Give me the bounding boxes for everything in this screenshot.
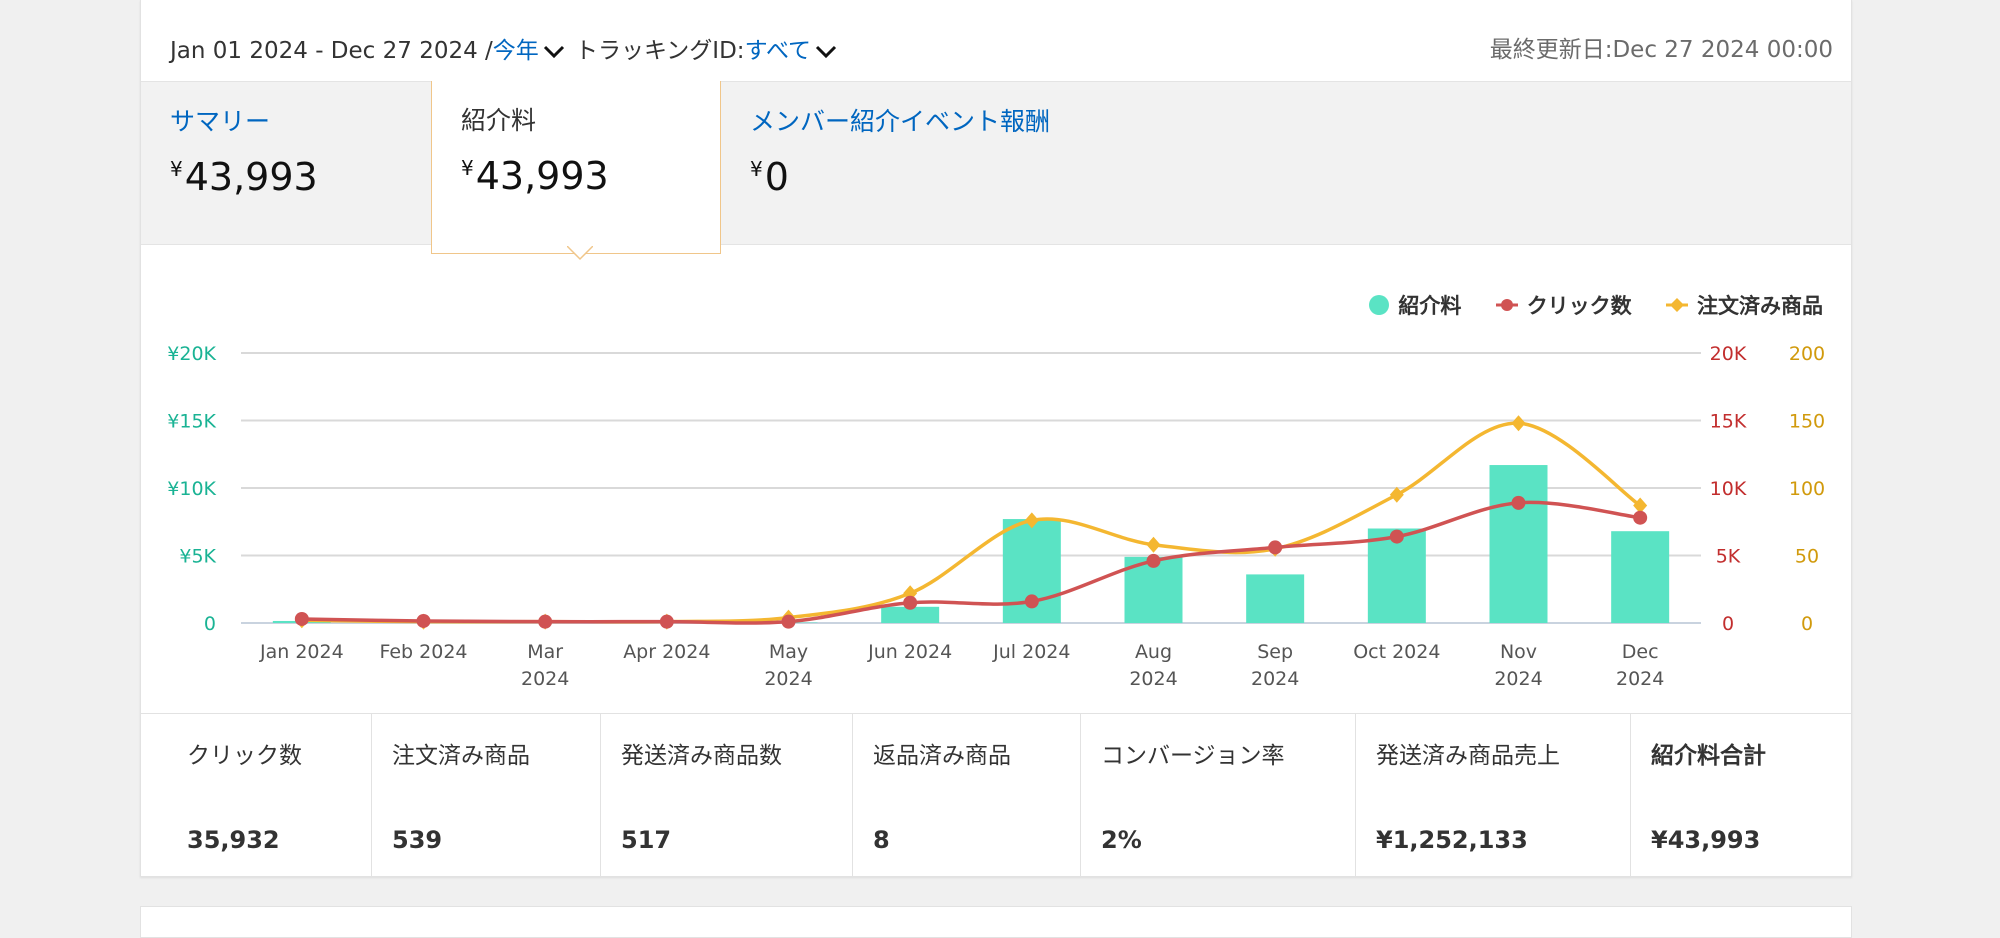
point-ordered bbox=[1390, 487, 1404, 503]
stat-label: 返品済み商品 bbox=[873, 736, 1011, 770]
stat-ordered-items: 注文済み商品 539 bbox=[372, 714, 601, 877]
x-axis-tick-label: Jun 2024 bbox=[867, 641, 952, 663]
x-axis-tick-label: Dec bbox=[1622, 641, 1659, 663]
tracking-id-label: トラッキングID: bbox=[575, 38, 745, 64]
stat-returned-items: 返品済み商品 8 bbox=[853, 714, 1081, 877]
x-axis-tick-label: 2024 bbox=[1129, 668, 1177, 690]
left-axis-tick-label: ¥20K bbox=[167, 343, 216, 365]
chevron-down-icon[interactable] bbox=[543, 45, 565, 59]
x-axis-tick-label: Oct 2024 bbox=[1353, 641, 1440, 663]
point-clicks bbox=[417, 614, 431, 628]
series-line-ordered bbox=[302, 423, 1640, 622]
stat-label: コンバージョン率 bbox=[1101, 736, 1285, 770]
bar-referral-fee bbox=[1611, 531, 1669, 623]
mid-axis-tick-label: 10K bbox=[1710, 478, 1747, 500]
mid-axis-tick-label: 20K bbox=[1710, 343, 1747, 365]
x-axis-tick-label: 2024 bbox=[1494, 668, 1542, 690]
point-ordered bbox=[1147, 537, 1161, 553]
tab-referral-fees-value: ¥43,993 bbox=[461, 154, 609, 198]
date-range-text: Jan 01 2024 - Dec 27 2024 / bbox=[170, 38, 493, 64]
stat-shipped-revenue: 発送済み商品売上 ¥1,252,133 bbox=[1356, 714, 1631, 877]
stat-label: 発送済み商品数 bbox=[621, 736, 782, 770]
point-clicks bbox=[1390, 530, 1404, 544]
tab-bounty-events-title[interactable]: メンバー紹介イベント報酬 bbox=[750, 102, 1050, 138]
tab-referral-fees-title: 紹介料 bbox=[461, 101, 536, 137]
stat-conversion-rate: コンバージョン率 2% bbox=[1081, 714, 1356, 877]
x-axis-tick-label: Jul 2024 bbox=[992, 641, 1070, 663]
tab-summary[interactable]: サマリー ¥43,993 bbox=[141, 82, 431, 244]
point-clicks bbox=[903, 596, 917, 610]
point-clicks bbox=[538, 615, 552, 629]
mid-axis-tick-label: 0 bbox=[1722, 613, 1734, 635]
mid-axis-tick-label: 5K bbox=[1716, 546, 1741, 568]
summary-tabs: サマリー ¥43,993 紹介料 ¥43,993 メンバー紹介イベント報酬 ¥0 bbox=[141, 81, 1851, 245]
stat-value: ¥1,252,133 bbox=[1376, 826, 1528, 854]
left-axis-tick-label: ¥10K bbox=[167, 478, 216, 500]
tracking-id-selector[interactable]: トラッキングID:すべて bbox=[575, 31, 837, 65]
x-axis-tick-label: May bbox=[769, 641, 808, 663]
point-clicks bbox=[1633, 511, 1647, 525]
bar-referral-fee bbox=[1246, 574, 1304, 623]
point-clicks bbox=[660, 615, 674, 629]
x-axis-tick-label: Feb 2024 bbox=[379, 641, 467, 663]
left-axis-tick-label: ¥5K bbox=[179, 546, 216, 568]
tab-referral-fees[interactable]: 紹介料 ¥43,993 bbox=[431, 81, 721, 254]
point-clicks bbox=[782, 615, 796, 629]
left-axis-tick-label: 0 bbox=[204, 613, 216, 635]
mid-axis-tick-label: 15K bbox=[1710, 411, 1747, 433]
right-axis-tick-label: 50 bbox=[1795, 546, 1819, 568]
tab-summary-value: ¥43,993 bbox=[170, 155, 318, 199]
bar-referral-fee bbox=[1490, 465, 1548, 623]
stat-value: 35,932 bbox=[187, 826, 280, 854]
x-axis-tick-label: Nov bbox=[1500, 641, 1537, 663]
x-axis-tick-label: 2024 bbox=[1251, 668, 1299, 690]
stat-label: クリック数 bbox=[187, 736, 302, 770]
x-axis-tick-label: Apr 2024 bbox=[623, 641, 710, 663]
stat-value: 2% bbox=[1101, 826, 1142, 854]
x-axis-tick-label: Mar bbox=[527, 641, 563, 663]
series-line-clicks bbox=[302, 502, 1640, 623]
stat-total-fees: 紹介料合計 ¥43,993 bbox=[1631, 714, 1851, 877]
point-clicks bbox=[295, 612, 309, 626]
chart-plot: 0 0 0 ¥5K 5K 50 ¥10K 10K 100 ¥15K 15K 150 ¥20K 20K 200… bbox=[141, 260, 1851, 712]
next-section-card bbox=[140, 906, 1852, 938]
right-axis-tick-label: 150 bbox=[1789, 411, 1825, 433]
period-link[interactable]: 今年 bbox=[493, 38, 539, 64]
tracking-id-value[interactable]: すべて bbox=[745, 38, 811, 64]
last-updated-text: 最終更新日:Dec 27 2024 00:00 bbox=[1490, 30, 1833, 64]
right-axis-tick-label: 0 bbox=[1801, 613, 1813, 635]
point-clicks bbox=[1025, 594, 1039, 608]
x-axis-tick-label: 2024 bbox=[1616, 668, 1664, 690]
tab-bounty-events[interactable]: メンバー紹介イベント報酬 ¥0 bbox=[721, 82, 1141, 244]
point-clicks bbox=[1147, 554, 1161, 568]
x-axis-tick-label: Aug bbox=[1135, 641, 1172, 663]
date-range-selector[interactable]: Jan 01 2024 - Dec 27 2024 /今年 bbox=[170, 31, 565, 65]
stat-value: 539 bbox=[392, 826, 442, 854]
stat-label: 注文済み商品 bbox=[392, 736, 530, 770]
right-axis-tick-label: 100 bbox=[1789, 478, 1825, 500]
stat-value: 8 bbox=[873, 826, 890, 854]
stat-label: 発送済み商品売上 bbox=[1376, 736, 1560, 770]
stats-summary: クリック数 35,932 注文済み商品 539 発送済み商品数 517 返品済み… bbox=[141, 713, 1851, 877]
stat-value: ¥43,993 bbox=[1651, 826, 1760, 854]
right-axis-tick-label: 200 bbox=[1789, 343, 1825, 365]
point-ordered bbox=[1512, 415, 1526, 431]
earnings-report-card: Jan 01 2024 - Dec 27 2024 /今年 トラッキングID:す… bbox=[140, 0, 1852, 877]
left-axis-tick-label: ¥15K bbox=[167, 411, 216, 433]
point-clicks bbox=[1512, 496, 1526, 510]
tab-bounty-events-value: ¥0 bbox=[750, 155, 789, 199]
report-toolbar: Jan 01 2024 - Dec 27 2024 /今年 トラッキングID:す… bbox=[141, 0, 1851, 80]
stat-label: 紹介料合計 bbox=[1651, 736, 1766, 770]
x-axis-tick-label: Jan 2024 bbox=[259, 641, 344, 663]
stat-shipped-items: 発送済み商品数 517 bbox=[601, 714, 853, 877]
x-axis-tick-label: 2024 bbox=[521, 668, 569, 690]
tab-summary-title[interactable]: サマリー bbox=[170, 102, 270, 138]
point-clicks bbox=[1268, 540, 1282, 554]
chevron-down-icon[interactable] bbox=[815, 45, 837, 59]
x-axis-tick-label: Sep bbox=[1257, 641, 1293, 663]
stat-value: 517 bbox=[621, 826, 671, 854]
stat-clicks: クリック数 35,932 bbox=[141, 714, 372, 877]
x-axis-tick-label: 2024 bbox=[764, 668, 812, 690]
